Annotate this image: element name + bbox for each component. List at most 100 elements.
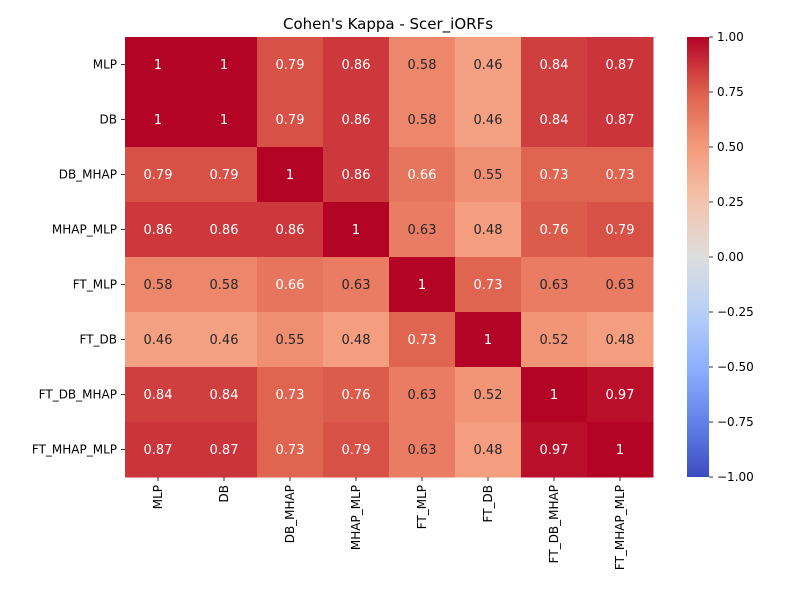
col-tick-label-DB: DB (217, 485, 231, 502)
heatmap-cell-DB_MHAP-FT_DB_MHAP (521, 147, 588, 203)
heatmap-cell-FT_MHAP_MLP-MLP (125, 422, 192, 478)
cell-value-label-FT_DB_MHAP-DB: 0.84 (210, 388, 239, 403)
cell-value-label-FT_DB-MLP: 0.46 (144, 333, 173, 348)
heatmap-cell-DB-FT_DB_MHAP (521, 92, 588, 148)
cell-value-label-FT_MLP-MLP: 0.58 (144, 278, 173, 293)
cell-value-label-FT_MHAP_MLP-DB_MHAP: 0.73 (276, 443, 305, 458)
cell-value-label-FT_MLP-FT_DB: 0.73 (474, 278, 503, 293)
heatmap-cell-FT_MLP-MHAP_MLP (323, 257, 390, 313)
row-tick-label-DB: DB (100, 113, 117, 127)
cell-value-label-MLP-FT_DB_MHAP: 0.84 (540, 58, 569, 73)
cell-value-label-FT_DB-FT_MLP: 0.73 (408, 333, 437, 348)
row-tick-label-MLP: MLP (93, 58, 117, 72)
heatmap-cell-MLP-MLP (125, 37, 192, 93)
heatmap-cell-MLP-MHAP_MLP (323, 37, 390, 93)
heatmap-cell-DB_MHAP-FT_MLP (389, 147, 456, 203)
colorbar-tick-label-4: 0.00 (717, 250, 744, 264)
cell-value-label-DB-MLP: 1 (154, 113, 162, 128)
cell-value-label-MHAP_MLP-FT_DB_MHAP: 0.76 (540, 223, 569, 238)
cell-value-label-MHAP_MLP-MLP: 0.86 (144, 223, 173, 238)
row-tick-label-MHAP_MLP: MHAP_MLP (52, 223, 117, 237)
heatmap-cell-FT_MHAP_MLP-MHAP_MLP (323, 422, 390, 478)
heatmap-cell-FT_MLP-DB (191, 257, 258, 313)
heatmap-cell-FT_MLP-FT_MHAP_MLP (587, 257, 654, 313)
col-tick-label-MLP: MLP (151, 485, 165, 509)
colorbar: 1.00 0.75 0.50 0.25 0.00 −0.25 −0.50 −0.75 −1.00 (687, 30, 754, 484)
heatmap-cell-DB-DB_MHAP (257, 92, 324, 148)
heatmap-cell-DB-MHAP_MLP (323, 92, 390, 148)
heatmap-cell-FT_DB-FT_MLP (389, 312, 456, 368)
heatmap-cell-DB-FT_DB (455, 92, 522, 148)
cell-value-label-MLP-MLP: 1 (154, 58, 162, 73)
heatmap-cell-MHAP_MLP-DB_MHAP (257, 202, 324, 258)
heatmap-cell-DB_MHAP-DB (191, 147, 258, 203)
cell-value-label-FT_MHAP_MLP-FT_MLP: 0.63 (408, 443, 437, 458)
heatmap-cell-FT_DB-MHAP_MLP (323, 312, 390, 368)
heatmap-cell-MLP-DB (191, 37, 258, 93)
colorbar-tick-label-5: −0.25 (717, 305, 754, 319)
col-tick-label-FT_MLP: FT_MLP (415, 485, 429, 529)
cell-value-label-FT_DB_MHAP-MHAP_MLP: 0.76 (342, 388, 371, 403)
heatmap-cell-FT_MLP-DB_MHAP (257, 257, 324, 313)
cell-value-label-FT_DB_MHAP-FT_MHAP_MLP: 0.97 (606, 388, 635, 403)
cell-value-label-FT_MHAP_MLP-FT_DB_MHAP: 0.97 (540, 443, 569, 458)
heatmap-cell-FT_MHAP_MLP-FT_DB_MHAP (521, 422, 588, 478)
cell-value-label-DB_MHAP-FT_DB: 0.55 (474, 168, 503, 183)
cell-value-label-MLP-FT_DB: 0.46 (474, 58, 503, 73)
col-tick-label-FT_MHAP_MLP: FT_MHAP_MLP (613, 485, 627, 570)
cell-value-label-FT_MHAP_MLP-MLP: 0.87 (144, 443, 173, 458)
row-tick-label-FT_MLP: FT_MLP (73, 278, 117, 292)
heatmap-cell-DB-DB (191, 92, 258, 148)
heatmap-cell-DB_MHAP-FT_MHAP_MLP (587, 147, 654, 203)
heatmap-cell-FT_MLP-FT_DB_MHAP (521, 257, 588, 313)
colorbar-tick-label-2: 0.50 (717, 140, 744, 154)
colorbar-tick-label-3: 0.25 (717, 195, 744, 209)
heatmap-cell-MHAP_MLP-FT_DB_MHAP (521, 202, 588, 258)
cell-value-label-FT_MLP-FT_MHAP_MLP: 0.63 (606, 278, 635, 293)
heatmap-cell-FT_MHAP_MLP-FT_MHAP_MLP (587, 422, 654, 478)
cell-value-label-FT_MLP-DB_MHAP: 0.66 (276, 278, 305, 293)
cell-value-label-FT_MHAP_MLP-FT_MHAP_MLP: 1 (616, 443, 624, 458)
cell-value-label-FT_MHAP_MLP-MHAP_MLP: 0.79 (342, 443, 371, 458)
row-tick-label-FT_MHAP_MLP: FT_MHAP_MLP (32, 443, 117, 457)
cell-value-label-MHAP_MLP-MHAP_MLP: 1 (352, 223, 360, 238)
cell-value-label-DB_MHAP-DB: 0.79 (210, 168, 239, 183)
cell-value-label-FT_DB_MHAP-MLP: 0.84 (144, 388, 173, 403)
cell-value-label-FT_DB-FT_MHAP_MLP: 0.48 (606, 333, 635, 348)
cell-value-label-FT_DB-FT_DB_MHAP: 0.52 (540, 333, 569, 348)
heatmap-cell-FT_DB-FT_MHAP_MLP (587, 312, 654, 368)
cell-value-label-FT_MLP-MHAP_MLP: 0.63 (342, 278, 371, 293)
heatmap-cell-MHAP_MLP-FT_MLP (389, 202, 456, 258)
row-tick-label-DB_MHAP: DB_MHAP (59, 168, 117, 182)
heatmap-cell-FT_MLP-FT_DB (455, 257, 522, 313)
heatmap-cell-DB-FT_MLP (389, 92, 456, 148)
heatmap-cell-MHAP_MLP-FT_DB (455, 202, 522, 258)
heatmap-cell-FT_DB-MLP (125, 312, 192, 368)
cell-value-label-FT_DB-MHAP_MLP: 0.48 (342, 333, 371, 348)
heatmap-cell-DB_MHAP-MLP (125, 147, 192, 203)
cell-value-label-DB_MHAP-FT_MHAP_MLP: 0.73 (606, 168, 635, 183)
heatmap-cell-FT_MLP-FT_MLP (389, 257, 456, 313)
col-tick-label-DB_MHAP: DB_MHAP (283, 485, 297, 543)
heatmap-cell-FT_DB_MHAP-FT_DB (455, 367, 522, 423)
heatmap-cell-FT_MHAP_MLP-FT_MLP (389, 422, 456, 478)
cell-value-label-FT_DB-FT_DB: 1 (484, 333, 492, 348)
cell-value-label-DB-FT_MLP: 0.58 (408, 113, 437, 128)
heatmap-cell-MLP-FT_MLP (389, 37, 456, 93)
col-tick-label-FT_DB_MHAP: FT_DB_MHAP (547, 485, 561, 563)
heatmap-cell-DB_MHAP-MHAP_MLP (323, 147, 390, 203)
cell-value-label-MHAP_MLP-DB: 0.86 (210, 223, 239, 238)
cell-value-label-DB-FT_DB: 0.46 (474, 113, 503, 128)
colorbar-tick-label-7: −0.75 (717, 415, 754, 429)
heatmap-cell-FT_DB_MHAP-MHAP_MLP (323, 367, 390, 423)
cell-value-label-MLP-FT_MLP: 0.58 (408, 58, 437, 73)
heatmap-cell-FT_DB_MHAP-FT_MLP (389, 367, 456, 423)
cell-value-label-MLP-DB: 1 (220, 58, 228, 73)
cell-value-label-FT_MLP-FT_DB_MHAP: 0.63 (540, 278, 569, 293)
cell-value-label-MLP-DB_MHAP: 0.79 (276, 58, 305, 73)
heatmap-cell-DB-FT_MHAP_MLP (587, 92, 654, 148)
colorbar-tick-label-0: 1.00 (717, 30, 744, 44)
heatmap-cell-FT_DB-DB (191, 312, 258, 368)
